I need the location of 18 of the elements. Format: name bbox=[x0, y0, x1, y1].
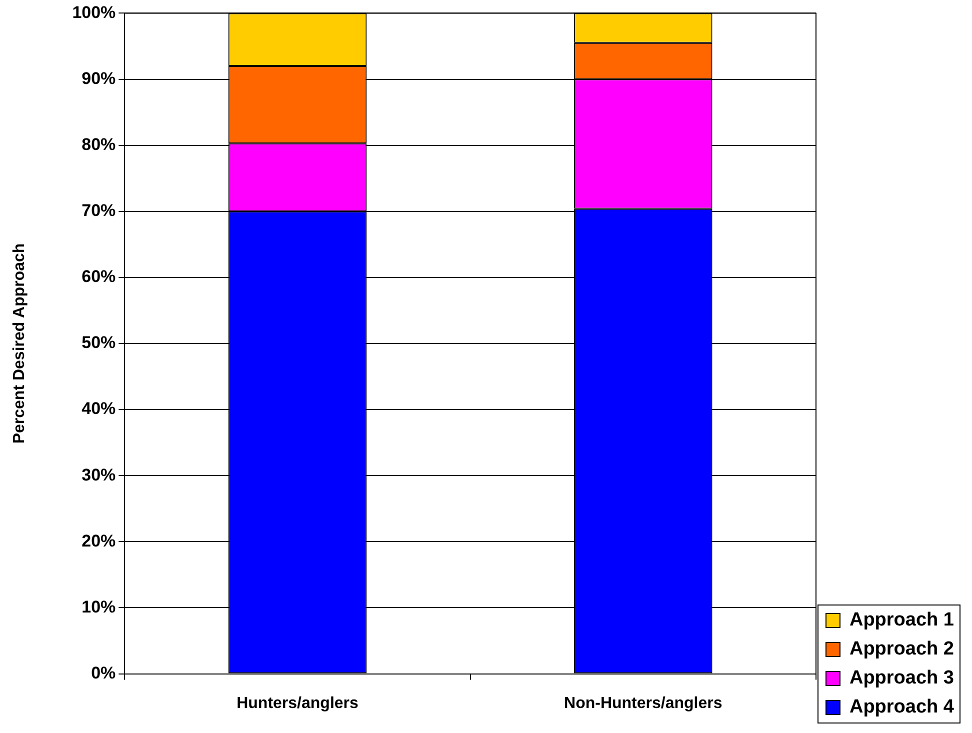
y-axis-title: Percent Desired Approach bbox=[11, 243, 28, 444]
y-tick-label: 10% bbox=[82, 597, 116, 616]
x-tick-label: Hunters/anglers bbox=[236, 694, 359, 712]
x-tick-label: Non-Hunters/anglers bbox=[564, 694, 722, 712]
y-tick-label: 50% bbox=[82, 333, 116, 352]
y-tick-label: 30% bbox=[82, 465, 116, 484]
y-tick-label: 60% bbox=[82, 267, 116, 286]
y-tick-label: 70% bbox=[82, 201, 116, 220]
legend-label: Approach 3 bbox=[849, 668, 954, 689]
y-tick-label: 90% bbox=[82, 68, 116, 88]
y-tick-label: 80% bbox=[82, 135, 116, 154]
y-tick-label: 20% bbox=[82, 531, 116, 550]
y-tick-label: 40% bbox=[82, 399, 116, 418]
legend-label: Approach 2 bbox=[849, 638, 954, 660]
legend-label: Approach 1 bbox=[849, 610, 954, 631]
y-tick-label: 100% bbox=[72, 2, 116, 22]
y-tick-label: 0% bbox=[91, 663, 116, 682]
legend-label: Approach 4 bbox=[849, 696, 954, 718]
